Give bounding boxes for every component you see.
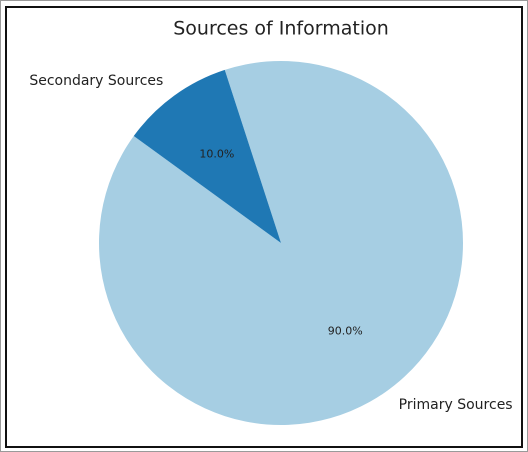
category-label: Secondary Sources	[29, 73, 163, 89]
value-label: 90.0%	[328, 324, 363, 337]
pie-slice	[133, 69, 281, 243]
value-label: 10.0%	[199, 148, 234, 161]
chart-title: Sources of Information	[173, 18, 389, 40]
pie-slice	[99, 61, 463, 426]
category-label: Primary Sources	[399, 397, 513, 413]
